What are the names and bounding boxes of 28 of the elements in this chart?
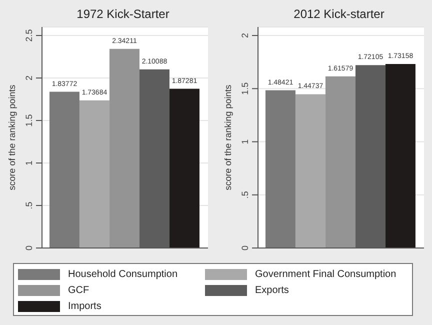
y-tick-label: 2 xyxy=(24,75,34,81)
bar xyxy=(169,88,200,248)
legend-label: Household Consumption xyxy=(68,268,178,280)
legend-label: Government Final Consumption xyxy=(255,268,396,280)
y-tick-label: 2.5 xyxy=(24,29,34,42)
legend-label: GCF xyxy=(68,284,90,296)
legend-label: Imports xyxy=(68,301,102,312)
chart-title: 2012 Kick-starter xyxy=(292,7,386,21)
y-tick-label: .5 xyxy=(240,191,250,199)
bar xyxy=(265,90,296,248)
bar xyxy=(295,94,326,248)
y-tick-label: 1.5 xyxy=(24,114,34,127)
y-tick-label: 2 xyxy=(240,32,250,38)
bar xyxy=(385,64,416,248)
y-axis-title: score of the ranking points xyxy=(223,84,234,190)
y-tick-label: .5 xyxy=(24,202,34,210)
chart-title: 1972 Kick-Starter xyxy=(76,7,170,21)
y-tick-label: 1 xyxy=(240,139,250,144)
bar xyxy=(109,48,140,248)
y-tick-label: 1 xyxy=(24,160,34,166)
bar xyxy=(79,100,110,248)
y-tick-label: 0 xyxy=(24,245,34,251)
bar xyxy=(325,76,356,248)
legend-label: Exports xyxy=(255,284,289,296)
y-tick-label: 0 xyxy=(240,245,250,251)
y-axis-title: score of the ranking points xyxy=(7,84,18,190)
y-tick-label: 1.5 xyxy=(240,82,250,95)
bar xyxy=(49,92,80,248)
